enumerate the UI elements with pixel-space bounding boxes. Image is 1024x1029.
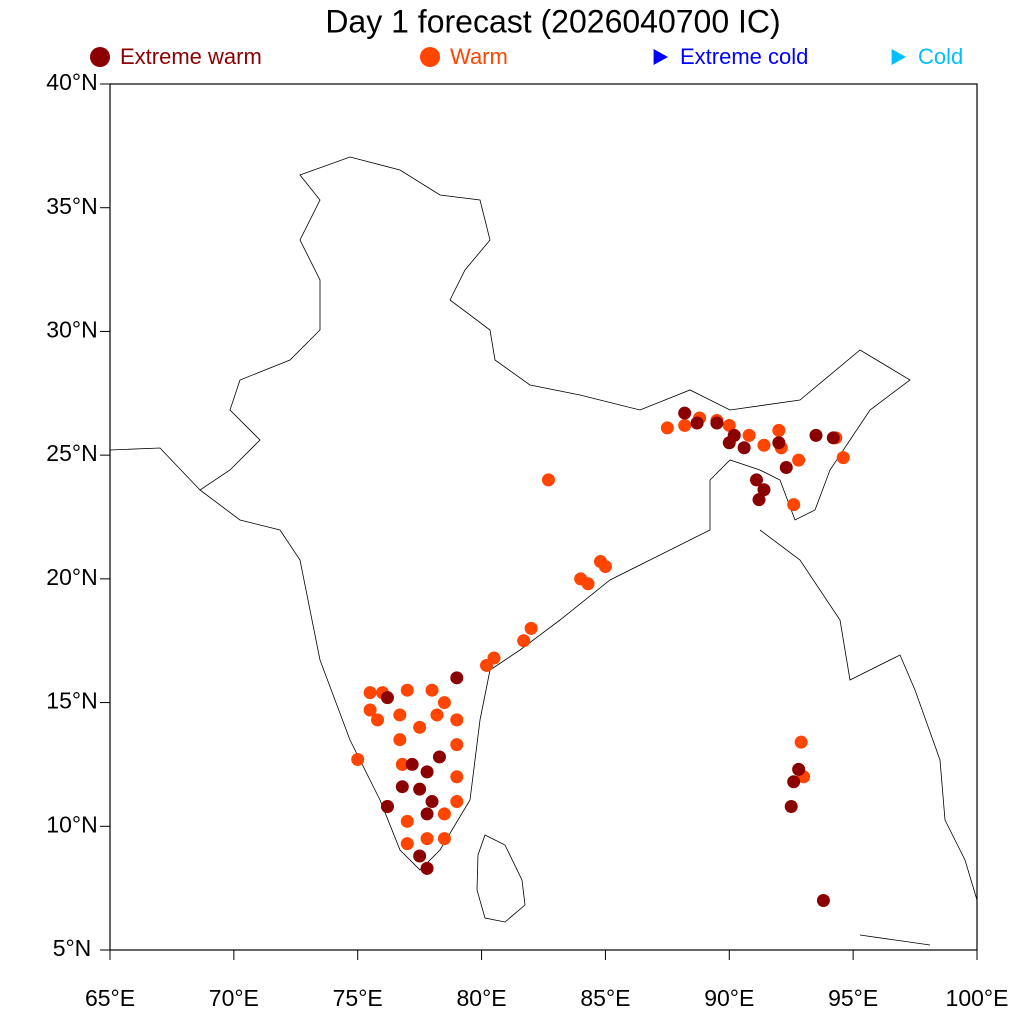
x-tick-label: 75°E (333, 985, 383, 1011)
data-point (787, 775, 801, 789)
data-point (413, 782, 427, 796)
data-point (757, 438, 771, 452)
geography (109, 156, 978, 946)
data-point (792, 762, 806, 776)
data-point (450, 713, 464, 727)
legend-marker (420, 47, 440, 67)
legend-label: Warm (450, 44, 508, 69)
data-point (598, 559, 612, 573)
data-point (678, 406, 692, 420)
data-point (393, 708, 407, 722)
neighbour-coast (109, 447, 978, 946)
y-tick-label: 35°N (46, 193, 97, 219)
legend-label: Extreme warm (120, 44, 262, 69)
legend-marker (653, 49, 668, 65)
data-point (737, 441, 751, 455)
data-point (363, 703, 377, 717)
data-point (541, 473, 555, 487)
data-point (380, 691, 394, 705)
data-point (826, 431, 840, 445)
data-point (420, 765, 434, 779)
map-frame (109, 83, 978, 951)
legend-label: Cold (918, 44, 963, 69)
data-point (380, 799, 394, 813)
data-point (371, 713, 385, 727)
y-tick-label: 25°N (46, 440, 97, 466)
data-point (437, 696, 451, 710)
data-point (757, 483, 771, 497)
data-point (413, 849, 427, 863)
data-point (420, 807, 434, 821)
data-point (742, 428, 756, 442)
data-point (792, 453, 806, 467)
y-tick-label: 5°N (53, 935, 92, 961)
data-point (750, 473, 764, 487)
data-point (400, 837, 414, 851)
x-tick-label: 80°E (457, 985, 507, 1011)
y-tick-label: 10°N (46, 811, 97, 837)
data-point (437, 832, 451, 846)
data-point (779, 461, 793, 475)
data-point (351, 752, 365, 766)
data-point (450, 671, 464, 685)
data-point (420, 832, 434, 846)
data-point (772, 423, 786, 437)
data-point (400, 683, 414, 697)
data-point (450, 770, 464, 784)
data-point (784, 799, 798, 813)
data-point (420, 861, 434, 875)
data-point (393, 733, 407, 747)
data-point (772, 436, 786, 450)
y-tick-label: 15°N (46, 688, 97, 714)
x-tick-label: 65°E (85, 985, 135, 1011)
data-point (405, 757, 419, 771)
data-point (690, 416, 704, 430)
x-tick-label: 95°E (828, 985, 878, 1011)
data-point (794, 735, 808, 749)
data-point (413, 720, 427, 734)
data-point (437, 807, 451, 821)
legend-marker (891, 49, 906, 65)
x-tick-label: 70°E (209, 985, 259, 1011)
data-point (524, 621, 538, 635)
data-point (809, 428, 823, 442)
x-tick-label: 90°E (704, 985, 754, 1011)
chart-title: Day 1 forecast (2026040700 IC) (325, 3, 780, 39)
legend-label: Extreme cold (680, 44, 808, 69)
data-point (430, 708, 444, 722)
legend-marker (90, 47, 110, 67)
data-point (517, 634, 531, 648)
data-point (425, 683, 439, 697)
data-point (722, 418, 736, 432)
data-point (487, 651, 501, 665)
data-point (400, 814, 414, 828)
data-point (450, 795, 464, 809)
data-point (395, 757, 409, 771)
data-point (722, 436, 736, 450)
y-tick-label: 40°N (46, 69, 97, 95)
data-point (752, 493, 766, 507)
data-point (660, 421, 674, 435)
data-point (450, 738, 464, 752)
data-point (678, 418, 692, 432)
data-point (363, 686, 377, 700)
data-point (432, 750, 446, 764)
sri-lanka (476, 834, 526, 923)
data-point (836, 451, 850, 465)
y-tick-label: 30°N (46, 317, 97, 343)
x-tick-label: 100°E (946, 985, 1009, 1011)
x-tick-label: 85°E (580, 985, 630, 1011)
data-point (710, 416, 724, 430)
india-outline (199, 156, 911, 871)
data-point (787, 498, 801, 512)
y-tick-label: 20°N (46, 564, 97, 590)
data-point (816, 894, 830, 908)
data-point (581, 577, 595, 591)
data-point (425, 795, 439, 809)
data-point (395, 780, 409, 794)
